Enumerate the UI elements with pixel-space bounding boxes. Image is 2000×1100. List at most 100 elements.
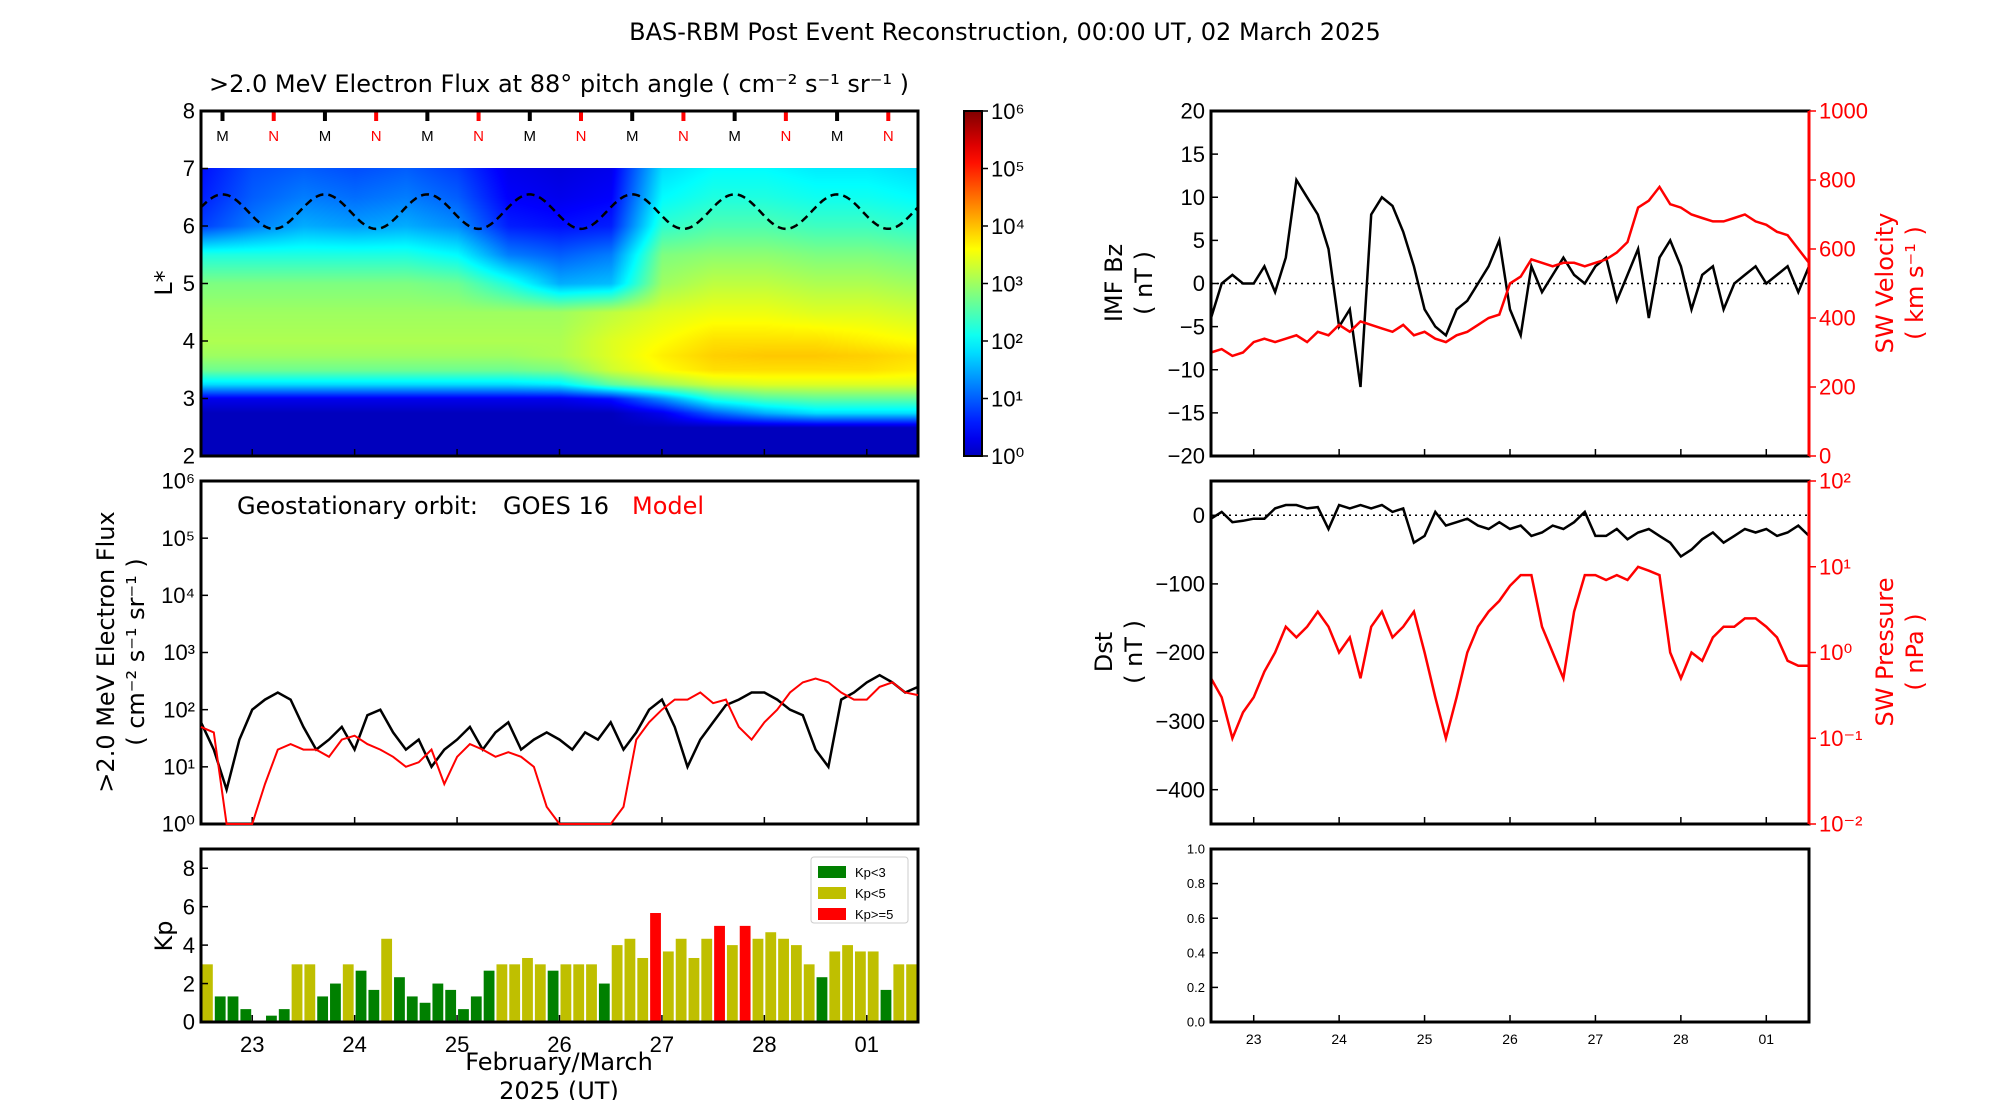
y-tick-label: 1.0	[1187, 842, 1205, 857]
orbit-marker-label: M	[831, 128, 844, 145]
kp-bar	[509, 964, 521, 1022]
kp-bar	[317, 996, 329, 1022]
velocity-axis-label-line1: SW Velocity	[1871, 213, 1899, 354]
x-tick-label: 26	[547, 1032, 571, 1057]
kp-legend-swatch	[818, 908, 846, 920]
y-tick-label: 200	[1819, 375, 1856, 400]
y-tick-label: −200	[1155, 640, 1205, 665]
orbit-marker-label: M	[319, 128, 332, 145]
y-tick-label: 0.8	[1187, 876, 1205, 891]
pressure-axis-label-line1: SW Pressure	[1871, 577, 1899, 726]
velocity-axis-label-line2: ( km s⁻¹ )	[1901, 226, 1929, 340]
spectrogram-title: >2.0 MeV Electron Flux at 88° pitch angl…	[209, 70, 909, 98]
kp-bar	[842, 945, 853, 1022]
model-label: Model	[632, 492, 704, 520]
y-tick-label: 10⁶	[161, 469, 195, 494]
kp-bar	[637, 957, 649, 1022]
orbit-marker-label: M	[626, 128, 639, 145]
kp-legend-swatch	[818, 866, 846, 878]
y-tick-label: 600	[1819, 237, 1856, 262]
kp-bar	[573, 964, 585, 1022]
y-tick-label: 8	[183, 99, 195, 124]
kp-bar	[854, 951, 866, 1022]
x-tick-label: 28	[1673, 1031, 1689, 1047]
kp-bar	[816, 977, 828, 1022]
kp-legend-label: Kp>=5	[855, 907, 893, 922]
orbit-marker-label: M	[728, 128, 741, 145]
y-tick-label: −100	[1155, 572, 1205, 597]
y-tick-label: 3	[183, 386, 195, 411]
y-tick-label: 0	[1193, 503, 1205, 528]
x-axis-label-line2: 2025 (UT)	[499, 1077, 619, 1100]
x-tick-label: 27	[1588, 1031, 1604, 1047]
goes-satellite-label: GOES 16	[503, 492, 609, 520]
colorbar-tick-label: 10⁴	[991, 214, 1025, 239]
orbit-marker-label: N	[678, 128, 689, 145]
y-tick-label: 800	[1819, 168, 1856, 193]
bz-axis-label-line2: ( nT )	[1130, 251, 1158, 315]
y-tick-label: 2	[183, 444, 195, 469]
y-tick-label: −400	[1155, 777, 1205, 802]
kp-bar	[240, 1009, 252, 1022]
y-tick-label: 10³	[163, 640, 195, 665]
kp-bar	[483, 970, 495, 1022]
kp-bar	[304, 964, 316, 1022]
kp-bar	[752, 938, 764, 1022]
kp-bar	[560, 964, 572, 1022]
kp-bar	[701, 938, 713, 1022]
kp-bar	[419, 1002, 431, 1022]
kp-bar	[368, 989, 380, 1022]
sw-velocity-line	[1210, 184, 1810, 358]
kp-bar	[893, 964, 905, 1022]
sw-pressure-line	[1209, 565, 1809, 744]
y-tick-label: 0.0	[1187, 1015, 1205, 1030]
kp-axis-label: Kp	[150, 921, 178, 952]
y-tick-label: 0.2	[1187, 980, 1205, 995]
kp-bar	[790, 945, 802, 1022]
orbit-marker-label: M	[421, 128, 434, 145]
kp-bar	[611, 945, 623, 1022]
goes-flux-line	[199, 673, 919, 795]
kp-bar	[624, 938, 636, 1022]
orbit-marker-label: N	[473, 128, 484, 145]
kp-bar	[598, 983, 610, 1022]
kp-legend-swatch	[818, 887, 846, 899]
x-tick-label: 01	[855, 1032, 879, 1057]
kp-bar	[458, 1009, 469, 1022]
x-tick-label: 24	[1331, 1031, 1347, 1047]
y-tick-label: 20	[1181, 99, 1205, 124]
spectrogram-frame	[199, 109, 920, 458]
x-tick-label: 27	[650, 1032, 674, 1057]
y-tick-label: 10⁰	[162, 812, 195, 837]
imf-bz-line	[1209, 176, 1811, 388]
kp-bar	[394, 977, 405, 1022]
y-tick-label: 10¹	[1819, 554, 1851, 579]
x-tick-label: 28	[752, 1032, 776, 1057]
kp-bar	[342, 964, 354, 1022]
y-tick-label: −10	[1168, 357, 1205, 382]
empty-panel-frame	[1209, 847, 1811, 1024]
colorbar	[963, 110, 983, 457]
orbit-marker-label: N	[371, 128, 382, 145]
y-tick-label: 5	[183, 271, 195, 296]
y-tick-label: 0.6	[1187, 911, 1205, 926]
y-tick-label: 0	[183, 1010, 195, 1035]
y-tick-label: 0	[1193, 271, 1205, 296]
y-tick-label: 6	[183, 894, 195, 919]
kp-bar	[432, 983, 444, 1022]
kp-bar	[675, 938, 687, 1022]
kp-bar	[803, 964, 815, 1022]
y-tick-label: 10	[1181, 185, 1205, 210]
colorbar-tick-label: 10¹	[991, 387, 1023, 412]
y-tick-label: 10⁰	[1819, 640, 1852, 665]
y-tick-label: 10²	[163, 697, 195, 722]
kp-bar	[227, 996, 239, 1022]
kp-bar	[445, 989, 457, 1022]
kp-bar	[662, 951, 674, 1022]
x-tick-label: 24	[342, 1032, 366, 1057]
kp-legend-label: Kp<5	[855, 886, 886, 901]
kp-bar	[470, 996, 482, 1022]
colorbar-tick-label: 10²	[991, 329, 1023, 354]
kp-bar	[547, 970, 559, 1022]
